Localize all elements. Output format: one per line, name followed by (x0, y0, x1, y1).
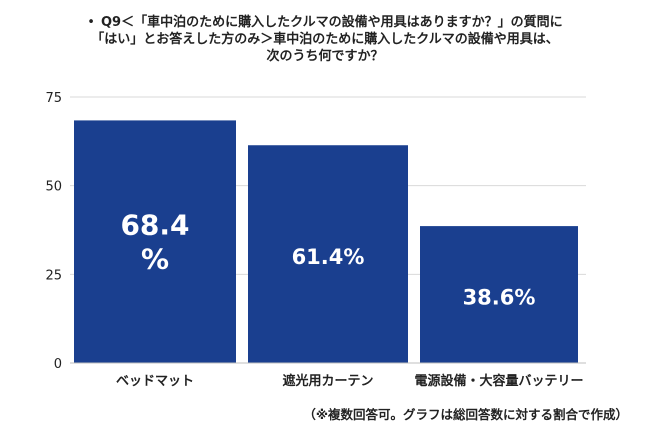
title-line-1: • Q9＜「車中泊のために購入したクルマの設備や用具はありますか？」の質問に (0, 14, 650, 31)
y-tick-label-75: 75 (45, 91, 62, 106)
chart-title: • Q9＜「車中泊のために購入したクルマの設備や用具はありますか？」の質問に 「は… (0, 14, 650, 65)
y-tick-label-50: 50 (45, 180, 62, 195)
bar-2 (420, 226, 578, 363)
y-tick-label-25: 25 (45, 268, 62, 283)
title-bullet: • (87, 15, 95, 30)
title-line-3: 次のうち何ですか？ (266, 49, 384, 64)
bar-value-label-0-line-0: 68.4 (120, 209, 189, 242)
title-line-1-text: Q9＜「車中泊のために購入したクルマの設備や用具はありますか？」の質問に (100, 15, 563, 30)
bar-0 (74, 120, 236, 364)
bar-1 (248, 145, 408, 363)
x-category-label-0: ベッドマット (116, 374, 194, 389)
bar-value-label-2: 38.6% (463, 286, 536, 310)
x-category-label-1: 遮光用カーテン (282, 373, 373, 389)
footnote: （※複数回答可。グラフは総回答数に対する割合で作成） (303, 407, 628, 422)
bar-value-label-0-line-1: % (141, 243, 169, 276)
bar-value-label-0: 68.4% (120, 209, 189, 276)
title-line-2: 「はい」とお答えした方のみ＞車中泊のために購入したクルマの設備や用具は、 (91, 32, 559, 47)
y-tick-label-0: 0 (54, 357, 62, 372)
bar-value-label-1: 61.4% (292, 245, 365, 269)
x-category-label-2: 電源設備・大容量バッテリー (414, 373, 583, 389)
